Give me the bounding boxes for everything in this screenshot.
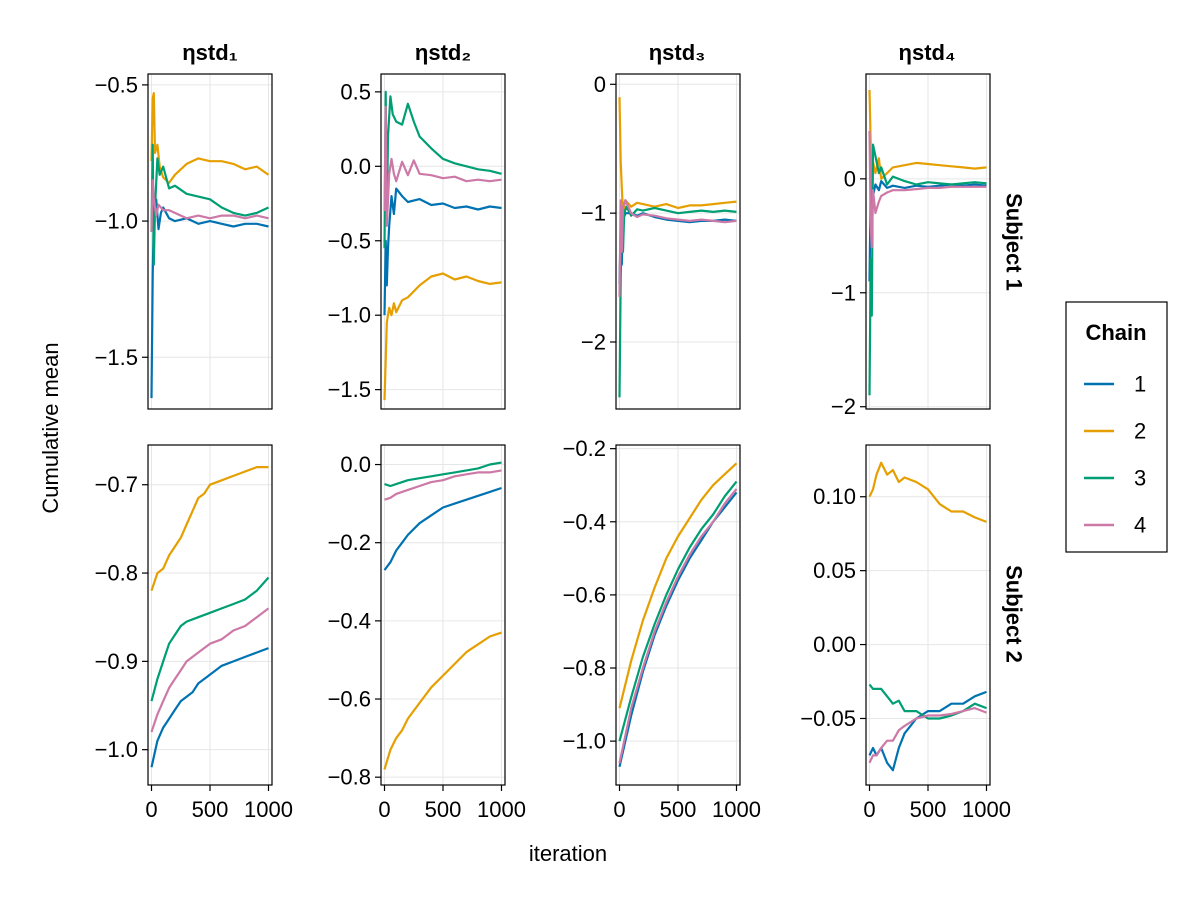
series-line-chain-2 (383, 272, 502, 401)
y-tick-label: −0.2 (563, 436, 606, 461)
y-tick-label: 0.0 (340, 452, 371, 477)
legend-items: 1 2 3 4 (1084, 372, 1146, 538)
series-line-chain-3 (384, 461, 502, 488)
y-tick-label: −1.5 (328, 377, 371, 402)
y-tick-label: −1 (831, 280, 856, 305)
y-tick-label: −0.4 (328, 608, 371, 633)
y-axis-label: Cumulative mean (38, 342, 63, 513)
panel-r1c4: −2 −1 0 (831, 73, 991, 419)
series-line-chain-4 (618, 488, 738, 764)
y-tick-label: −2 (581, 330, 606, 355)
y-tick-label: 0 (844, 166, 856, 191)
x-tick-label: 1000 (712, 797, 761, 822)
x-tick-label: 500 (660, 797, 697, 822)
y-tick-label: −0.4 (563, 509, 606, 534)
panel-r2c3: −1.0 −0.8 −0.6 −0.4 −0.2 0 500 1000 (563, 436, 761, 822)
legend-title: Chain (1085, 320, 1146, 345)
y-tick-label: −0.5 (95, 72, 138, 97)
x-tick-label: 500 (425, 797, 462, 822)
y-tick-label: 0.10 (813, 484, 856, 509)
x-tick-label: 0 (613, 797, 625, 822)
series-line-chain-1 (383, 486, 502, 571)
legend-label-chain-4: 4 (1134, 513, 1146, 538)
row-label-subject-1: Subject 1 (1002, 193, 1027, 291)
y-tick-label: −0.8 (95, 561, 138, 586)
series-line-chain-2 (618, 462, 738, 709)
y-tick-label: −0.05 (800, 706, 856, 731)
y-tick-label: −0.8 (563, 656, 606, 681)
column-title-1: ηstd₁ (182, 40, 238, 65)
series-line-chain-3 (383, 90, 502, 249)
x-tick-label: 500 (192, 797, 229, 822)
y-tick-label: −1.5 (95, 345, 138, 370)
column-title-3: ηstd₃ (649, 40, 706, 65)
series-line-chain-4 (383, 105, 502, 227)
y-tick-label: −0.6 (328, 687, 371, 712)
x-tick-label: 500 (910, 797, 947, 822)
y-tick-label: 0.0 (340, 154, 371, 179)
legend-label-chain-3: 3 (1134, 466, 1146, 491)
y-tick-label: 0.5 (340, 79, 371, 104)
x-tick-label: 0 (863, 797, 875, 822)
series-line-chain-4 (618, 199, 737, 297)
panel-r1c2: −1.5 −1.0 −0.5 0.0 0.5 (328, 73, 506, 410)
panel-frame (147, 73, 273, 410)
series-line-chain-2 (618, 97, 737, 215)
y-tick-label: −1.0 (95, 209, 138, 234)
y-tick-label: 0.00 (813, 632, 856, 657)
panel-r1c1: −1.5 −1.0 −0.5 (95, 72, 273, 410)
y-tick-label: −0.5 (328, 228, 371, 253)
legend: Chain 1 2 3 4 (1065, 301, 1168, 553)
panel-frame (380, 73, 506, 410)
legend-label-chain-1: 1 (1134, 372, 1146, 397)
legend-box (1065, 301, 1168, 553)
series-line-chain-1 (150, 647, 269, 768)
y-tick-label: −0.6 (563, 582, 606, 607)
series-line-chain-4 (150, 607, 270, 733)
series-line-chain-1 (383, 187, 502, 316)
panel-r2c1: −1.0 −0.9 −0.8 −0.7 0 500 1000 (95, 444, 293, 822)
x-tick-label: 1000 (477, 797, 526, 822)
series-line-chain-4 (868, 706, 987, 764)
series-line-chain-4 (868, 130, 987, 249)
y-tick-label: −0.9 (95, 649, 138, 674)
y-tick-label: 0.05 (813, 558, 856, 583)
x-tick-label: 1000 (962, 797, 1011, 822)
panel-frame (615, 73, 741, 410)
legend-label-chain-2: 2 (1134, 419, 1146, 444)
y-tick-label: −0.7 (95, 472, 138, 497)
y-tick-label: 0 (594, 72, 606, 97)
x-axis-label: iteration (529, 841, 607, 866)
y-tick-label: −1.0 (563, 729, 606, 754)
panel-frame (865, 73, 991, 410)
y-tick-label: −0.2 (328, 530, 371, 555)
panel-r2c4: −0.05 0.00 0.05 0.10 0 500 1000 (800, 444, 1011, 822)
series-line-chain-3 (150, 143, 269, 266)
series-line-chain-2 (383, 631, 502, 770)
y-tick-label: −1.0 (328, 303, 371, 328)
y-tick-label: −0.8 (328, 765, 371, 790)
column-title-2: ηstd₂ (415, 40, 471, 65)
series-line-chain-2 (868, 461, 987, 523)
series-line-chain-3 (150, 576, 270, 702)
series-line-chain-4 (150, 179, 269, 233)
x-tick-label: 0 (378, 797, 390, 822)
y-tick-label: −1.0 (95, 737, 138, 762)
series-line-chain-2 (150, 91, 270, 184)
y-tick-label: −1 (581, 201, 606, 226)
panel-r2c2: −0.8 −0.6 −0.4 −0.2 0.0 0 500 1000 (328, 444, 526, 822)
row-label-subject-2: Subject 2 (1002, 565, 1027, 663)
series-line-chain-3 (618, 480, 738, 742)
series-line-chain-2 (150, 466, 269, 592)
panels-layer: −1.5 −1.0 −0.5 −1.5 −1.0 −0.5 0.0 0.5 −2 −1 0 −2 −1 0… (95, 72, 1011, 822)
column-title-4: ηstd₄ (899, 40, 956, 65)
y-tick-label: −2 (831, 394, 856, 419)
x-tick-label: 0 (145, 797, 157, 822)
series-line-chain-4 (384, 469, 502, 501)
panel-r1c3: −2 −1 0 (581, 72, 741, 410)
x-tick-label: 1000 (244, 797, 293, 822)
